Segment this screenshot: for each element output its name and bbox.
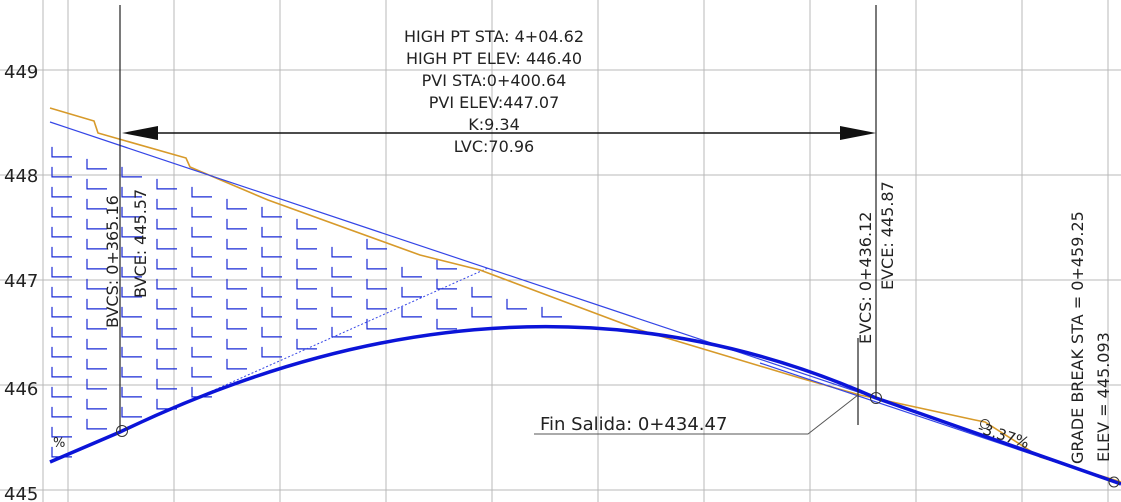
right-grade-label: -3.37% — [975, 419, 1031, 453]
lvc-dimension-arrow — [122, 126, 876, 140]
k-value: K:9.34 — [468, 115, 520, 134]
curve-annotation-block: HIGH PT STA: 4+04.62 HIGH PT ELEV: 446.4… — [404, 27, 584, 156]
bvc-elevation-label: BVCE: 445.57 — [131, 189, 150, 298]
construction-line — [119, 267, 489, 433]
ground-profile-line — [49, 107, 1121, 483]
y-tick-446: 446 — [4, 379, 38, 400]
cut-hatch-area — [51, 146, 562, 458]
evc-point-marker — [870, 392, 882, 404]
end-point-marker — [1108, 476, 1120, 488]
grade-break-point-marker — [980, 419, 990, 429]
y-tick-447: 447 — [4, 271, 38, 292]
grade-break-station-label: GRADE BREAK STA = 0+459.25 — [1068, 211, 1087, 464]
y-tick-448: 448 — [4, 166, 38, 187]
y-tick-445: 445 — [4, 484, 38, 502]
fin-salida-callout: Fin Salida: 0+434.47 — [534, 394, 859, 435]
evc-station-label: EVCS: 0+436.12 — [856, 212, 875, 344]
y-tick-449: 449 — [4, 62, 38, 83]
left-grade-label: % — [53, 436, 65, 451]
pvi-elevation: PVI ELEV:447.07 — [429, 93, 560, 112]
vertical-curve — [49, 324, 1121, 486]
fin-salida-label: Fin Salida: 0+434.47 — [540, 414, 727, 435]
bvc-station-label: BVCS: 0+365.16 — [103, 195, 122, 328]
bvc-point-marker — [116, 425, 128, 437]
elevation-axis: 449 448 447 446 445 — [4, 62, 38, 502]
high-point-elevation: HIGH PT ELEV: 446.40 — [406, 49, 582, 68]
hatch-lines — [51, 146, 562, 458]
lvc-length: LVC:70.96 — [454, 137, 534, 156]
evc-elevation-label: EVCE: 445.87 — [878, 181, 897, 290]
grade-break-elevation-label: ELEV = 445.093 — [1094, 332, 1113, 462]
high-point-station: HIGH PT STA: 4+04.62 — [404, 27, 584, 46]
pvi-station: PVI STA:0+400.64 — [422, 71, 567, 90]
